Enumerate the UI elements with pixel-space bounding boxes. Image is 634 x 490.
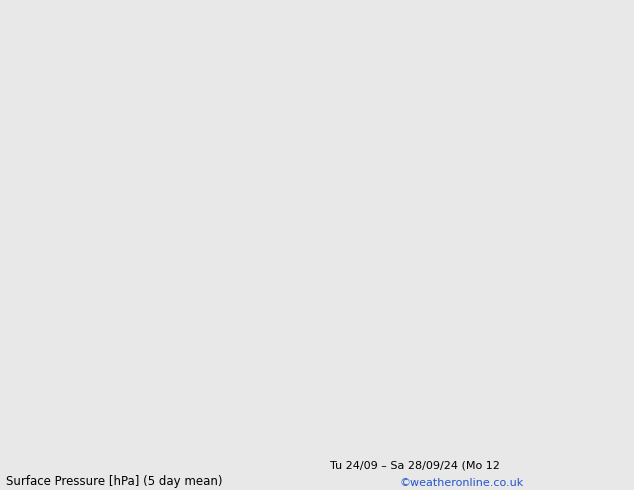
Text: ©weatheronline.co.uk: ©weatheronline.co.uk — [399, 478, 524, 488]
Text: Tu 24/09 – Sa 28/09/24 (Mo 12: Tu 24/09 – Sa 28/09/24 (Mo 12 — [330, 461, 500, 470]
Text: Surface Pressure [hPa] (5 day mean): Surface Pressure [hPa] (5 day mean) — [6, 474, 223, 488]
